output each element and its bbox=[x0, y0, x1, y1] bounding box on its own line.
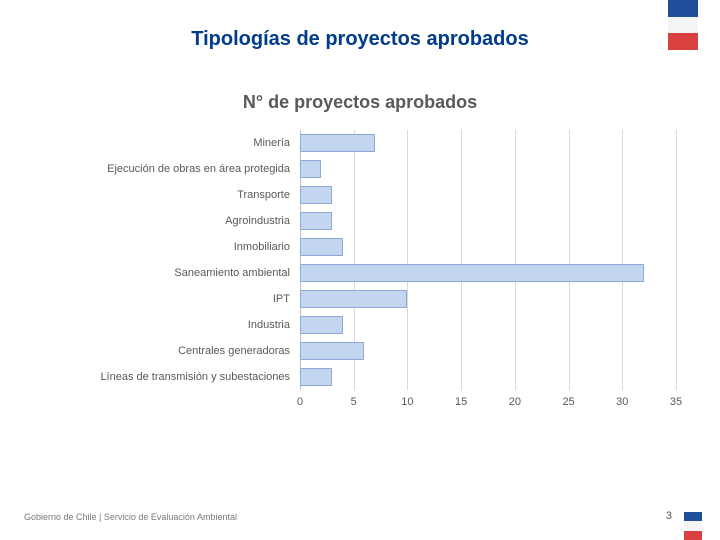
chart-bar bbox=[300, 238, 343, 256]
chart-bar-row: Líneas de transmisión y subestaciones bbox=[300, 364, 676, 390]
chart-bar-row: Minería bbox=[300, 130, 676, 156]
page-title: Tipologías de proyectos aprobados bbox=[0, 28, 720, 51]
slide: Tipologías de proyectos aprobados N° de … bbox=[0, 0, 720, 540]
flag-decoration-bottom bbox=[684, 512, 702, 540]
chart-bar bbox=[300, 316, 343, 334]
chart-x-tick: 20 bbox=[509, 396, 521, 408]
chart-category-label: Saneamiento ambiental bbox=[38, 260, 294, 286]
chart-title: N° de proyectos aprobados bbox=[0, 92, 720, 113]
chart-bar bbox=[300, 134, 375, 152]
footer-text: Gobierno de Chile | Servicio de Evaluaci… bbox=[24, 512, 237, 522]
chart-bar-row: Industria bbox=[300, 312, 676, 338]
chart-category-label: IPT bbox=[38, 286, 294, 312]
chart-bar-row: Saneamiento ambiental bbox=[300, 260, 676, 286]
chart-bar bbox=[300, 186, 332, 204]
chart-gridline bbox=[676, 130, 677, 390]
chart-x-tick: 10 bbox=[401, 396, 413, 408]
chart-category-label: Industria bbox=[38, 312, 294, 338]
chart-category-label: Minería bbox=[38, 130, 294, 156]
chart-category-label: Ejecución de obras en área protegida bbox=[38, 156, 294, 182]
chart-bar bbox=[300, 264, 644, 282]
chart-bar bbox=[300, 290, 407, 308]
chart-plot-area: MineríaEjecución de obras en área proteg… bbox=[300, 130, 676, 390]
chart-x-tick: 30 bbox=[616, 396, 628, 408]
chart-category-label: Agroindustria bbox=[38, 208, 294, 234]
approved-projects-chart: MineríaEjecución de obras en área proteg… bbox=[40, 130, 680, 420]
chart-bar bbox=[300, 368, 332, 386]
chart-category-label: Transporte bbox=[38, 182, 294, 208]
chart-category-label: Centrales generadoras bbox=[38, 338, 294, 364]
chart-bar bbox=[300, 342, 364, 360]
chart-x-tick: 15 bbox=[455, 396, 467, 408]
page-number: 3 bbox=[666, 510, 672, 522]
chart-bar-row: Agroindustria bbox=[300, 208, 676, 234]
chart-bar-row: Inmobiliario bbox=[300, 234, 676, 260]
chart-bar-row: Ejecución de obras en área protegida bbox=[300, 156, 676, 182]
chart-x-tick: 0 bbox=[297, 396, 303, 408]
chart-x-tick: 35 bbox=[670, 396, 682, 408]
chart-bar bbox=[300, 212, 332, 230]
chart-bar bbox=[300, 160, 321, 178]
chart-x-tick: 5 bbox=[351, 396, 357, 408]
chart-x-axis: 05101520253035 bbox=[300, 390, 676, 410]
chart-bar-row: Transporte bbox=[300, 182, 676, 208]
chart-category-label: Líneas de transmisión y subestaciones bbox=[38, 364, 294, 390]
chart-bar-row: Centrales generadoras bbox=[300, 338, 676, 364]
chart-x-tick: 25 bbox=[562, 396, 574, 408]
chart-category-label: Inmobiliario bbox=[38, 234, 294, 260]
chart-bar-row: IPT bbox=[300, 286, 676, 312]
